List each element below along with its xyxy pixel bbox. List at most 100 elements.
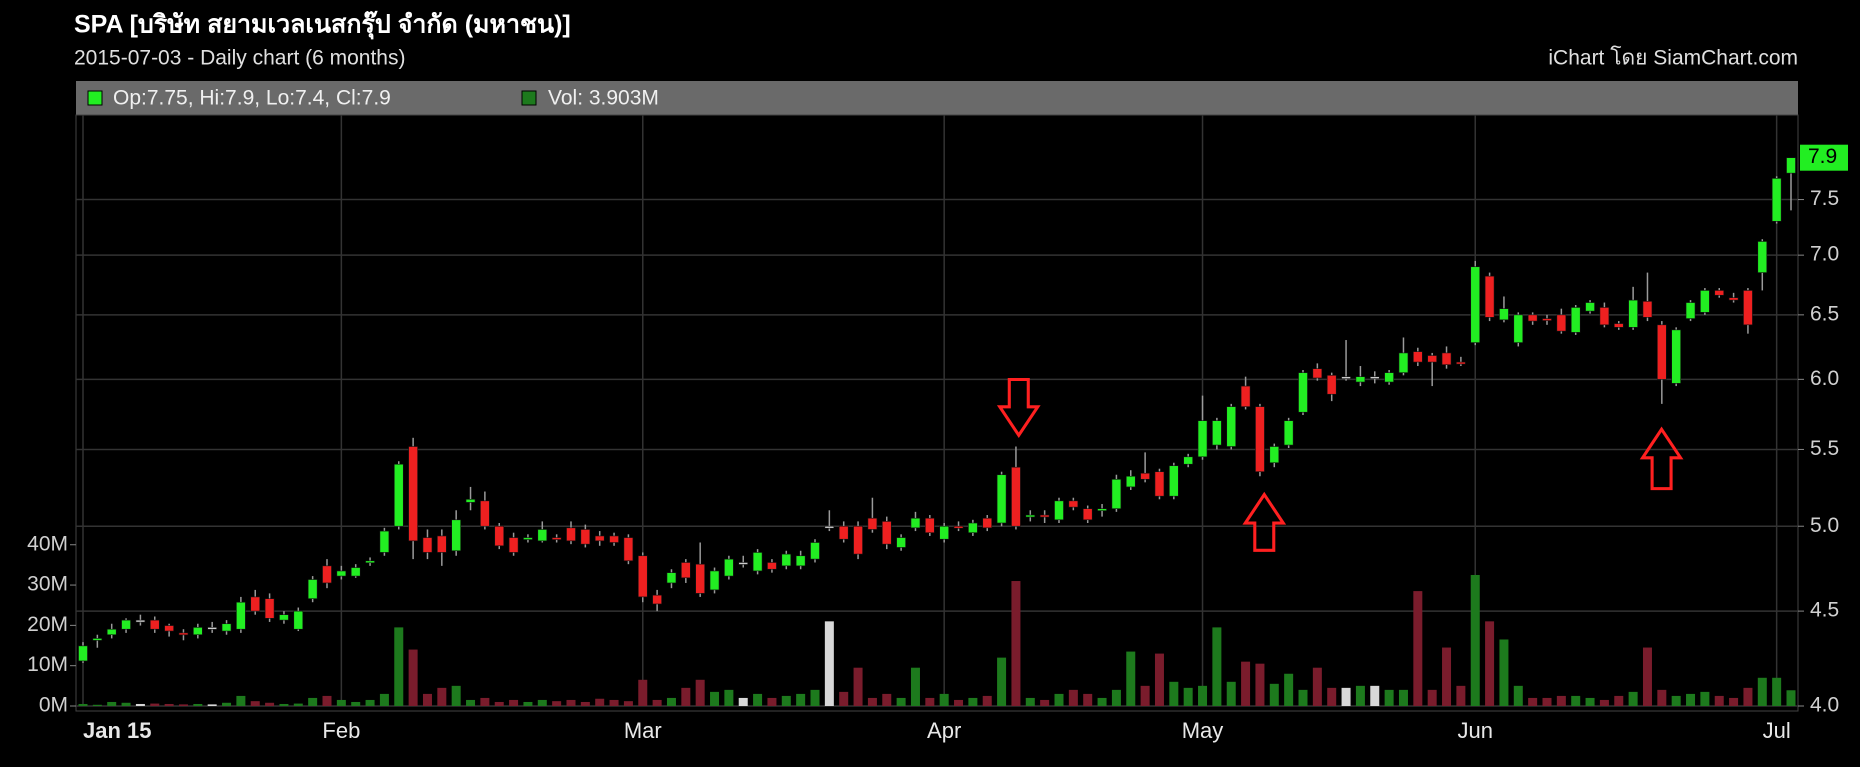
- volume-bar: [1212, 627, 1222, 706]
- candle-body: [1771, 178, 1782, 222]
- candle-body: [1728, 297, 1739, 301]
- chart-subtitle: 2015-07-03 - Daily chart (6 months): [74, 47, 405, 70]
- candle-body: [1556, 314, 1567, 332]
- candle-body: [1011, 466, 1021, 527]
- volume-bar: [939, 693, 949, 706]
- volume-bar: [1025, 697, 1035, 706]
- volume-bar: [1585, 697, 1595, 706]
- volume-bar: [1485, 621, 1495, 706]
- volume-bar: [666, 697, 676, 706]
- y-tick-label: 5.0: [1810, 514, 1839, 537]
- legend-volume: Vol: 3.903M: [548, 87, 659, 110]
- candle-body: [867, 517, 878, 530]
- volume-bar: [451, 685, 461, 706]
- volume-bar: [437, 687, 447, 706]
- candle-body: [1025, 514, 1036, 518]
- volume-bar: [466, 699, 476, 706]
- candle-body: [193, 627, 203, 636]
- volume-bar: [279, 703, 289, 706]
- y2-tick-label: 0M: [39, 694, 68, 717]
- volume-bar: [1370, 685, 1380, 706]
- candle-body: [795, 555, 806, 567]
- candle-body: [623, 537, 634, 562]
- candle-body: [1757, 241, 1768, 273]
- volume-bar: [336, 699, 346, 706]
- candle-body: [92, 638, 103, 641]
- volume-bar: [150, 703, 160, 706]
- arrow-up: [1242, 491, 1287, 552]
- volume-bar: [1183, 687, 1193, 706]
- volume-bar: [753, 693, 763, 706]
- volume-bar: [1011, 581, 1021, 706]
- volume-bar: [537, 699, 547, 706]
- volume-bar: [882, 693, 892, 706]
- volume-bar: [1686, 693, 1696, 706]
- volume-bar: [1169, 681, 1179, 706]
- candle-body: [1125, 475, 1136, 488]
- candle-body: [1700, 290, 1710, 313]
- candle-body: [1326, 375, 1337, 395]
- candle-body: [1369, 376, 1380, 379]
- annotation-arrows: [996, 377, 1684, 552]
- candle-body: [1786, 157, 1796, 174]
- volume-layer: [78, 574, 1796, 706]
- volume-bar: [92, 704, 102, 706]
- candle-body: [1542, 318, 1552, 321]
- candle-body: [1298, 372, 1308, 413]
- volume-bar: [867, 697, 877, 706]
- candle-body: [437, 535, 447, 553]
- volume-bar: [293, 703, 303, 706]
- candle-body: [523, 537, 533, 540]
- volume-bar: [322, 695, 332, 706]
- volume-bar: [810, 689, 820, 706]
- x-tick-label: Jun: [1457, 718, 1492, 743]
- volume-bar: [1642, 647, 1652, 706]
- arrow-up: [1639, 426, 1684, 491]
- volume-bar: [422, 693, 432, 706]
- candle-body: [681, 562, 691, 579]
- candle-body: [953, 525, 964, 529]
- volume-bar: [1470, 574, 1480, 706]
- y-tick-label: 6.0: [1810, 367, 1839, 390]
- candle-body: [236, 601, 246, 630]
- volume-bar: [781, 695, 791, 706]
- candle-body: [264, 598, 275, 619]
- candle-body: [1470, 266, 1481, 343]
- volume-bar: [1255, 663, 1265, 706]
- volume-bar: [896, 697, 906, 706]
- candle-body: [1456, 361, 1466, 365]
- label-layer: 4.0 4.5 5.0 5.5 6.0 6.5 7.0 7.5 0M 10M 20M 30M 40M Ja…: [27, 144, 1848, 743]
- candle-body: [408, 446, 418, 542]
- volume-bar: [681, 687, 691, 706]
- legend-bar: [76, 81, 1798, 115]
- candle-body: [379, 530, 390, 553]
- volume-bar: [78, 703, 88, 706]
- candle-body: [709, 570, 720, 591]
- candle-body: [1111, 478, 1122, 509]
- volume-bar: [982, 695, 992, 706]
- volume-bar: [1384, 689, 1394, 706]
- volume-bar: [1499, 639, 1509, 706]
- candle-body: [393, 463, 404, 527]
- candle-body: [279, 614, 289, 621]
- candle-body: [1068, 500, 1079, 508]
- volume-bar: [193, 703, 203, 706]
- volume-bar: [1284, 673, 1294, 706]
- volume-bar: [1355, 685, 1365, 706]
- volume-bar: [1786, 690, 1796, 706]
- candle-body: [1255, 406, 1265, 473]
- volume-bar: [1556, 695, 1566, 706]
- volume-bar: [580, 701, 590, 706]
- volume-bar: [1298, 689, 1308, 706]
- legend-swatch: [87, 90, 103, 106]
- volume-bar: [1513, 685, 1523, 706]
- legend-ohlc: Op:7.75, Hi:7.9, Lo:7.4, Cl:7.9: [113, 87, 391, 110]
- candle-body: [666, 572, 677, 584]
- y-tick-label: 5.5: [1810, 437, 1839, 460]
- candle-body: [1082, 508, 1093, 521]
- y-tick-label: 4.5: [1810, 599, 1839, 622]
- volume-bar: [796, 693, 806, 706]
- y-tick-label: 6.5: [1810, 302, 1839, 325]
- volume-bar: [222, 702, 232, 706]
- volume-bar: [609, 699, 619, 706]
